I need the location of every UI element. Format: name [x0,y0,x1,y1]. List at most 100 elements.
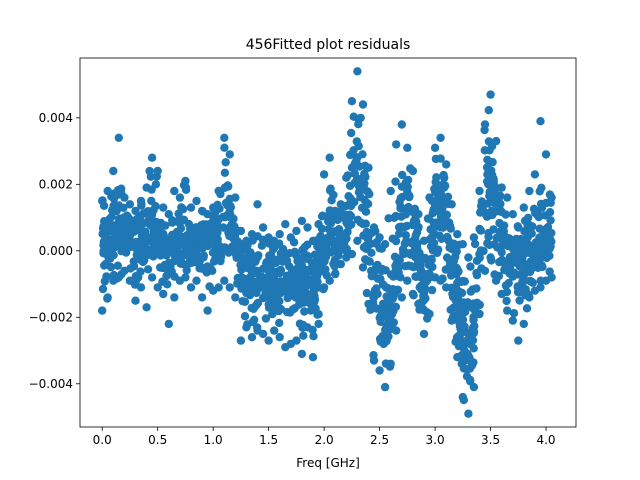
data-point [523,222,533,231]
data-point [283,293,292,303]
data-point [324,210,334,220]
data-point [101,233,110,242]
data-point [526,262,536,271]
data-point [425,309,434,319]
data-point [536,117,545,126]
data-point [310,297,319,307]
data-point [541,224,551,234]
data-point [358,100,368,109]
data-point [271,258,281,267]
data-point [257,241,267,250]
data-point [224,182,233,191]
data-point [475,249,484,259]
data-point [113,239,122,248]
data-point [347,97,357,106]
data-point [436,133,445,142]
data-point [308,353,318,362]
data-point [222,198,232,208]
data-point [301,270,311,279]
data-point [203,306,212,315]
data-point [446,305,455,314]
data-point [403,276,412,285]
data-point [542,253,551,263]
data-point [344,211,354,220]
x-tick-label: 3.5 [481,433,500,447]
data-point [469,358,478,367]
data-point [408,289,418,299]
data-point [375,366,384,375]
data-point [395,229,404,238]
data-point [362,288,372,298]
data-point [532,207,542,216]
data-point [331,269,340,279]
data-point [186,225,195,234]
data-point [274,296,283,305]
y-tick-label: −0.004 [29,377,73,391]
data-point [354,141,363,151]
data-point [103,293,112,302]
data-point [114,133,124,142]
data-point [484,199,493,208]
data-point [145,236,154,246]
data-point [469,315,478,325]
data-point [453,230,462,239]
x-tick-label: 2.5 [370,433,389,447]
x-tick-label: 0.5 [148,433,167,447]
data-point [131,296,140,305]
data-point [258,329,268,339]
data-point [105,226,114,235]
data-point [360,185,370,194]
data-point [484,106,493,115]
data-point [418,269,428,278]
data-point [197,293,207,302]
data-point [504,278,513,288]
data-point [463,298,472,307]
data-point [261,314,271,323]
data-point [274,279,283,288]
data-point [180,235,189,244]
data-point [494,242,503,251]
data-point [233,237,242,246]
data-point [414,299,423,309]
data-point [293,272,302,281]
data-point [523,213,533,223]
data-point [463,350,473,360]
data-point [106,241,115,250]
data-point [308,287,318,297]
data-point [303,254,313,264]
data-point [258,223,268,232]
data-point [527,229,536,238]
data-point [264,336,273,345]
data-point [508,210,517,219]
data-point [336,200,345,209]
data-point [214,186,223,196]
data-point [181,273,190,282]
data-point [476,206,486,216]
data-point [151,235,160,245]
data-point [386,186,395,196]
data-point [442,283,451,292]
data-point [391,211,400,221]
data-point [436,276,445,285]
data-point [153,166,162,176]
data-point [369,223,379,232]
data-point [514,243,524,253]
data-point [505,263,515,272]
data-point [192,276,201,285]
data-point [240,312,250,321]
data-point [187,258,196,267]
data-point [392,326,401,335]
data-point [126,221,135,231]
data-point [316,231,325,241]
data-point [522,304,532,313]
data-point [288,305,298,314]
y-tick-label: −0.002 [29,310,73,324]
data-point [99,246,108,256]
data-point [314,220,323,229]
data-point [247,333,257,342]
data-point [391,265,401,274]
data-point [458,392,467,402]
data-point [497,207,506,217]
data-point [327,234,336,243]
data-point [464,409,473,418]
